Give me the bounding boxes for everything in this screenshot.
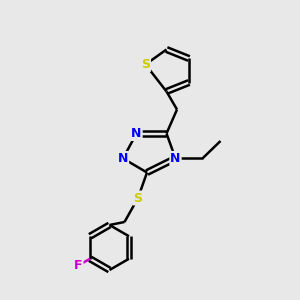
Text: N: N — [170, 152, 181, 165]
Text: F: F — [74, 259, 82, 272]
Text: N: N — [118, 152, 128, 165]
Text: S: S — [134, 191, 142, 205]
Text: S: S — [141, 58, 150, 71]
Text: N: N — [131, 127, 142, 140]
